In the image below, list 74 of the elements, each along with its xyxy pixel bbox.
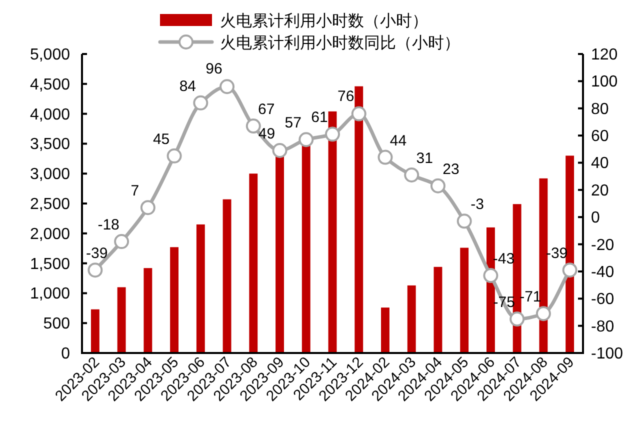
point [140,200,156,216]
y-tick-label: 1,000 [30,286,70,303]
bar [170,247,179,353]
data-label: 76 [338,88,354,105]
data-label: 61 [311,109,328,126]
y-tick-label: 500 [43,316,70,333]
bar [196,224,205,353]
data-label: 57 [284,114,302,132]
y-tick-label: 2,000 [30,226,70,243]
y2-tick-label: 60 [591,128,609,146]
bar [539,178,548,353]
point [325,126,340,142]
bar [407,285,416,353]
bar [434,266,442,353]
bar [144,268,152,353]
data-label: -39 [86,245,108,262]
point [114,234,130,250]
bar [222,199,232,353]
point [536,306,551,322]
y-tick-label: 5,000 [30,46,70,64]
data-label: 31 [416,150,433,167]
y-tick-label: 2,500 [30,196,70,213]
y2-tick-label: 0 [591,210,600,227]
y2-tick-label: -40 [591,264,614,281]
legend-label: 火电累计利用小时数同比（小时） [220,34,460,52]
point [378,150,393,165]
data-label: -18 [98,216,120,234]
y-tick-label: 1,500 [30,256,70,273]
data-label: 23 [442,160,460,178]
data-label: -3 [470,196,484,214]
bar [354,86,364,353]
data-label: 49 [258,125,276,142]
bar [566,156,574,353]
y-tick-label: 4,500 [30,76,70,94]
point [510,312,525,327]
data-label: 45 [152,130,170,148]
point [88,262,103,278]
y-tick-label: 4,000 [30,106,70,124]
bar [276,156,284,353]
bar [249,174,258,353]
bar [381,308,390,353]
point [351,106,366,122]
point [483,268,498,284]
y2-tick-label: 80 [591,100,609,118]
legend-label: 火电累计利用小时数（小时） [220,12,428,30]
data-label: 44 [390,132,407,150]
bar [460,248,469,353]
y2-tick-label: 40 [591,155,609,172]
bar [117,287,126,353]
data-label: 7 [130,182,140,200]
y2-tick-label: 100 [591,74,618,91]
bar [90,309,100,353]
bar [302,144,310,353]
data-label: 96 [206,60,222,78]
data-label: 84 [179,78,196,95]
y2-tick-label: -60 [591,291,614,308]
point [562,262,578,278]
y-tick-label: 3,000 [30,166,70,184]
y2-tick-label: -100 [591,346,624,362]
y2-tick-label: -20 [591,236,614,254]
y2-tick-label: 120 [591,46,618,64]
y2-tick-label: -80 [591,318,614,336]
data-label: 67 [258,101,275,118]
y-tick-label: 0 [61,346,70,362]
point [166,148,182,164]
point [404,167,420,182]
y-tick-label: 3,500 [30,136,70,154]
point [298,132,314,148]
point [430,178,446,194]
point [220,79,235,94]
point [272,142,288,158]
point [193,95,208,110]
y2-tick-label: 20 [591,182,609,200]
point [456,214,472,229]
